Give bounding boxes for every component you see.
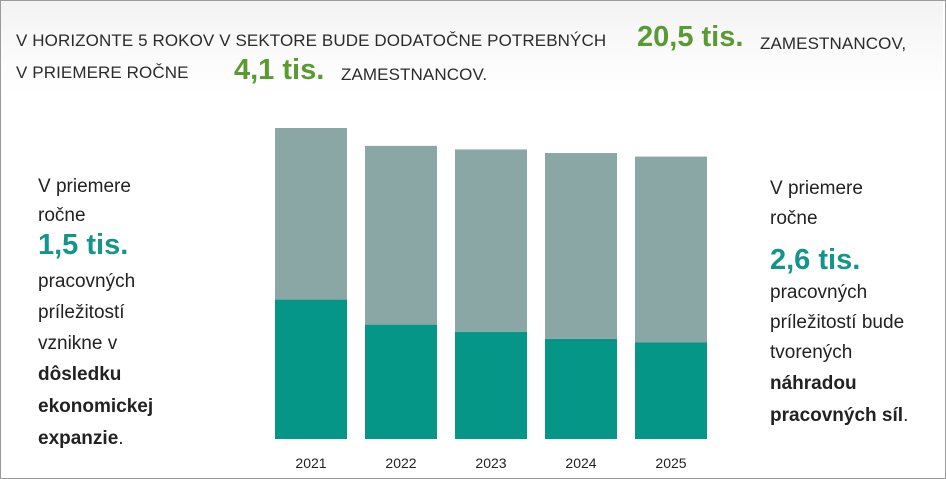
left-line-5: vznikne v [38,333,118,354]
header-line2-text: V PRIEMERE ROČNE [16,63,189,82]
left-line-2: ročne [38,205,86,226]
bar-expansion-2025 [635,342,707,439]
header-line1-text: V HORIZONTE 5 ROKOV V SEKTORE BUDE DODAT… [16,31,607,50]
left-bold-2: ekonomickej [38,396,154,417]
bar-replacement-2021 [275,128,347,300]
left-line-4: príležitostí [38,302,125,323]
bar-replacement-2024 [545,153,617,339]
x-tick-label-2022: 2022 [385,455,416,471]
bar-expansion-2023 [455,331,527,439]
right-bold-2-line: pracovných síl. [770,405,908,427]
right-end: . [903,405,909,426]
bar-replacement-2023 [455,149,527,332]
header-banner: V HORIZONTE 5 ROKOV V SEKTORE BUDE DODAT… [1,1,943,95]
x-tick-label-2024: 2024 [565,455,596,471]
bar-expansion-2021 [275,299,347,439]
header-line1-value: 20,5 tis. [637,21,744,53]
left-bold-1: dôsledku [38,364,122,385]
bar-expansion-2024 [545,338,617,439]
x-tick-label-2021: 2021 [295,455,326,471]
left-end: . [118,428,124,449]
x-tick-label-2023: 2023 [475,455,506,471]
right-line-4: príležitostí bude [770,312,905,333]
bar-replacement-2022 [365,145,437,325]
bar-replacement-2025 [635,156,707,343]
left-bold-3: expanzie [38,428,119,449]
bar-expansion-2022 [365,324,437,439]
header-line2-suffix: ZAMESTNANCOV. [341,65,488,84]
right-line-5: tvorených [770,342,853,363]
right-line-2: ročne [770,208,818,229]
header-line2-value: 4,1 tis. [234,54,325,86]
right-bold-2: pracovných síl [770,405,904,426]
left-line-3: pracovných [38,271,136,292]
header-line1-suffix: ZAMESTNANCOV, [760,34,907,53]
right-value: 2,6 tis. [770,244,861,276]
left-value: 1,5 tis. [38,229,129,261]
right-bold-1: náhradou [770,373,857,394]
x-tick-label-2025: 2025 [655,455,686,471]
right-line-1: V priemere [770,178,863,199]
left-line-1: V priemere [38,176,131,197]
left-bold-3-line: expanzie. [38,428,124,450]
right-line-3: pracovných [770,282,868,303]
